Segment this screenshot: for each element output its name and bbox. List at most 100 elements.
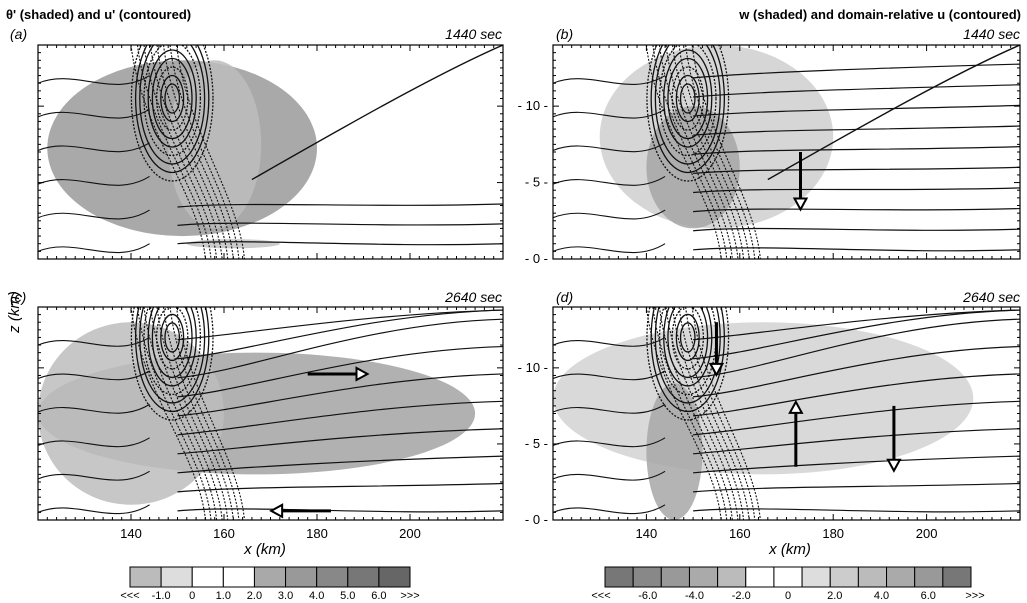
colorbar-label: -2.0 [732, 590, 751, 602]
colorbar-label: 4.0 [874, 590, 889, 602]
contour-loop-b-5 [663, 49, 713, 148]
left-contour-d-4 [553, 370, 666, 381]
x-tick-label-right: 160 [729, 526, 751, 541]
shaded-region-b-1 [646, 106, 740, 229]
outflow-line-d-1 [652, 307, 728, 520]
panel-c-tag: (c) [10, 289, 26, 305]
outflow-line-c-1 [136, 307, 212, 520]
left-contour-b-4 [553, 108, 666, 119]
left-contour-b-1 [553, 209, 666, 220]
z-ticks-top: - 0 - - 5 - - 10 - [518, 98, 548, 266]
streamline-d-8 [693, 309, 1020, 360]
outflow-line-d-0 [645, 307, 722, 520]
colorbar-label: 5.0 [340, 590, 355, 602]
streamline-b-2 [693, 207, 1020, 213]
streamline-c-6 [177, 345, 503, 398]
colorbar-left: <<< -1.0 0 1.0 2.0 3.0 4.0 5.0 6.0 >>> [120, 566, 420, 602]
colorbar-label: 4.0 [309, 590, 324, 602]
outflow-line-c-2 [143, 307, 218, 520]
contour-loop-c-3 [155, 307, 189, 370]
colorbar-swatch [285, 566, 318, 588]
outflow-line-d-4 [672, 307, 745, 520]
wind-arrow-d-1 [788, 399, 804, 467]
outflow-line-d-2 [658, 307, 733, 520]
outflow-line-a-1 [136, 45, 212, 259]
streamline-c-9 [177, 309, 503, 341]
panel-d-tag: (d) [556, 289, 573, 305]
panel-b-plot [552, 44, 1021, 260]
contour-loop-b-6 [658, 45, 717, 157]
outflow-line-a-6 [169, 45, 240, 259]
colorbar-swatch [660, 566, 690, 588]
outflow-line-c-7 [176, 307, 246, 520]
colorbar-label: 6.0 [371, 590, 386, 602]
x-axis-label-left: x (km) [243, 541, 286, 558]
outflow-line-d-5 [678, 307, 750, 520]
colorbar-swatch [773, 566, 803, 588]
left-contour-d-5 [553, 336, 666, 347]
colorbar-swatch [347, 566, 380, 588]
outflow-line-c-5 [163, 307, 234, 520]
panel-c-time: 2640 sec [444, 289, 502, 305]
y-axis-label: z (km) [6, 291, 23, 334]
panel-d-plot [552, 306, 1021, 521]
streamline-b-8 [693, 84, 1020, 98]
contour-loop-a-6 [143, 45, 202, 157]
left-contour-a-5 [38, 75, 150, 85]
x-axis-label-right: x (km) [768, 541, 811, 558]
contour-loop-d-8 [650, 307, 725, 413]
contour-loop-b-1 [679, 83, 696, 114]
streamline-b-1 [693, 227, 1020, 232]
streamline-b-3 [693, 187, 1020, 194]
streamline-b-4 [693, 166, 1020, 174]
streamline-d-9 [693, 309, 1020, 341]
left-contour-b-2 [553, 175, 666, 186]
colorbar-label: 2.0 [827, 590, 842, 602]
colorbar-label: -6.0 [638, 590, 657, 602]
z-tick-label-top: - 5 - [525, 175, 548, 190]
streamline-c-4 [177, 400, 503, 436]
left-contour-d-0 [553, 504, 666, 515]
shaded-region-d-1 [646, 383, 703, 520]
colorbar-label: 1.0 [216, 590, 231, 602]
outflow-line-b-0 [645, 45, 722, 259]
x-tick-label-left: 180 [306, 526, 328, 541]
contour-loop-a-1 [164, 83, 181, 114]
z-tick-label-top: - 0 - [525, 251, 548, 266]
outflow-line-d-7 [691, 307, 761, 520]
right-column-title: w (shaded) and domain-relative u (contou… [738, 7, 1021, 22]
colorbar-swatch [604, 566, 634, 588]
streamline-b-0 [693, 247, 1020, 252]
outflow-line-b-5 [678, 45, 750, 259]
colorbar-swatch [688, 566, 719, 588]
colorbar-label: 2.0 [247, 590, 262, 602]
colorbar-swatch [222, 566, 255, 588]
x-tick-label-right: 140 [636, 526, 658, 541]
contour-loop-a-9 [130, 45, 214, 182]
streamline-c-7 [177, 318, 503, 379]
x-tick-label-right: 180 [822, 526, 844, 541]
panel-a-tag: (a) [10, 26, 27, 42]
colorbar-swatch [191, 566, 224, 588]
colorbar-swatch [129, 566, 162, 588]
panel-c-plot [37, 306, 504, 521]
panel-a-plot [37, 44, 504, 260]
left-contour-b-5 [553, 75, 666, 85]
panel-d-time: 2640 sec [962, 289, 1020, 305]
left-contour-c-1 [38, 470, 150, 481]
left-contour-c-3 [38, 403, 150, 414]
streamline-d-0 [693, 508, 1020, 513]
wind-arrow-b-0 [792, 152, 809, 212]
colorbar-swatch [829, 566, 859, 588]
colorbar-swatch [253, 566, 287, 588]
contour-loop-a-4 [151, 57, 193, 140]
outflow-line-c-0 [130, 307, 206, 520]
outflow-line-d-3 [665, 307, 739, 520]
left-contour-d-3 [553, 403, 666, 414]
contour-loop-b-8 [650, 45, 725, 174]
contour-loop-c-8 [134, 307, 210, 413]
contour-loop-a-5 [147, 49, 197, 148]
outflow-line-a-2 [143, 45, 218, 259]
left-contour-a-2 [38, 175, 150, 186]
panel-a-time: 1440 sec [445, 26, 502, 42]
